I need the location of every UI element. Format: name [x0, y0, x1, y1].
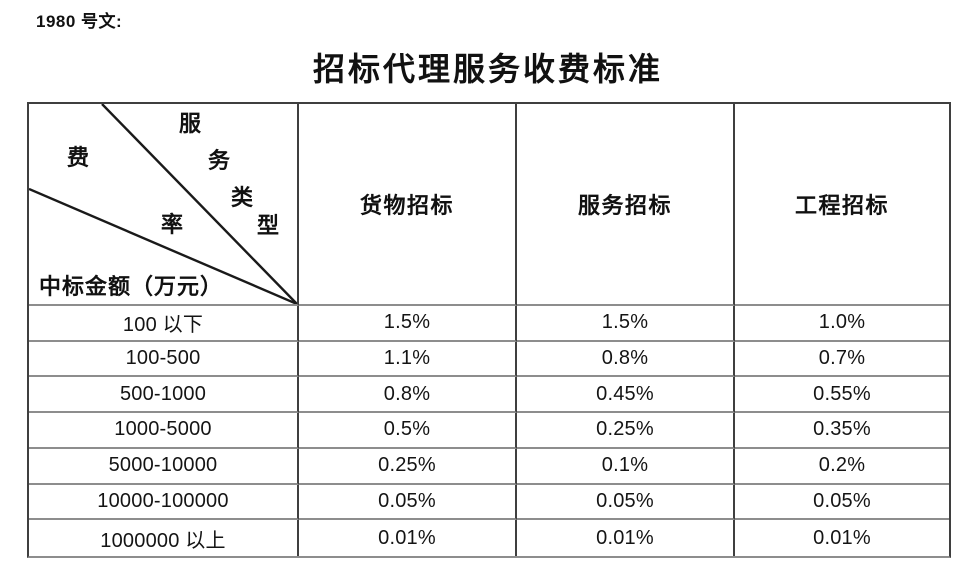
amount-range-cell: 5000-10000 — [29, 448, 299, 485]
amount-range-cell: 1000000 以上 — [29, 520, 299, 556]
rate-cell: 0.2% — [735, 449, 949, 485]
diagonal-lines — [29, 104, 297, 304]
column-header-goods: 货物招标 — [299, 104, 517, 306]
rate-cell: 0.05% — [735, 485, 949, 521]
rate-cell: 0.7% — [735, 342, 949, 378]
doc-ref-label: 1980 号文: — [36, 12, 123, 31]
service-type-char: 类 — [231, 185, 254, 210]
page-title: 招标代理服务收费标准 — [312, 51, 663, 87]
diagonal-line-upper — [101, 104, 297, 304]
amount-range-cell: 100-500 — [29, 341, 299, 378]
service-type-char: 服 — [179, 111, 202, 136]
amount-range-cell: 500-1000 — [29, 377, 299, 414]
column-header-services: 服务招标 — [517, 104, 735, 306]
rate-cell: 1.5% — [299, 306, 517, 342]
diagonal-line-lower — [29, 187, 297, 304]
rate-cell: 0.01% — [299, 520, 517, 556]
rate-cell: 1.1% — [299, 341, 517, 378]
rate-cell: 0.8% — [517, 341, 735, 378]
rate-cell: 1.5% — [517, 306, 735, 342]
rate-char: 率 — [161, 212, 184, 237]
rate-cell: 0.1% — [517, 448, 735, 485]
rate-cell: 0.05% — [517, 484, 735, 521]
rate-cell: 0.8% — [299, 377, 517, 414]
rate-cell: 0.5% — [299, 413, 517, 449]
rate-cell: 0.25% — [517, 413, 735, 449]
amount-range-cell: 10000-100000 — [29, 484, 299, 521]
rate-cell: 0.05% — [299, 484, 517, 521]
diagonal-header-cell: 服 务 类 型 费 率 中标金额（万元） — [29, 104, 299, 306]
rate-cell: 0.01% — [517, 520, 735, 556]
service-type-char: 型 — [257, 213, 280, 238]
rate-cell: 0.01% — [813, 526, 871, 549]
rate-char: 费 — [67, 145, 90, 170]
rate-cell: 0.55% — [735, 377, 949, 414]
column-header-works: 工程招标 — [735, 104, 949, 306]
fee-table: 服 务 类 型 费 率 中标金额（万元） 货物招标 服务招标 工程招标 100 … — [27, 102, 951, 558]
amount-axis-label: 中标金额（万元） — [39, 274, 224, 299]
service-type-char: 务 — [208, 148, 231, 173]
rate-cell: 0.45% — [517, 377, 735, 414]
amount-range-cell: 1000-5000 — [29, 413, 299, 449]
rate-cell: 0.25% — [299, 448, 517, 485]
rate-cell: 1.0% — [735, 306, 949, 342]
rate-cell: 0.35% — [735, 413, 949, 449]
amount-range-cell: 100 以下 — [29, 306, 299, 342]
